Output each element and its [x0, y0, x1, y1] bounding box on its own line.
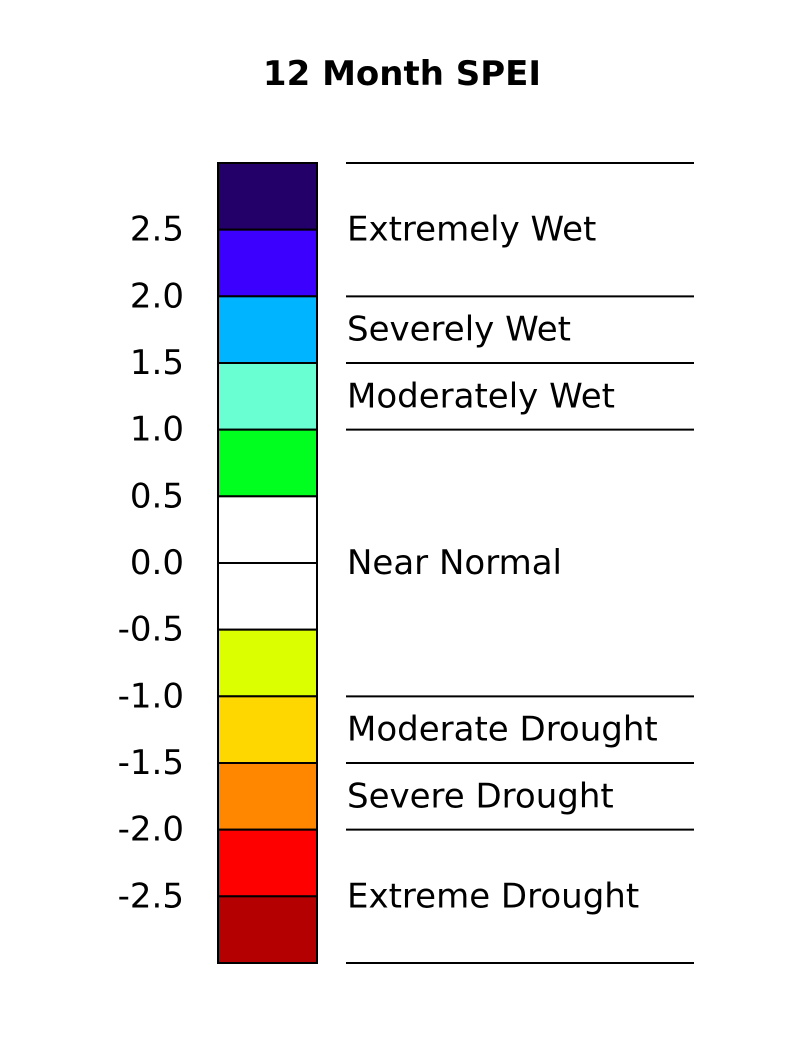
category-labels: Extremely Wet Severely Wet Moderately Wet N…	[347, 210, 658, 917]
color-bin-11	[217, 895, 318, 964]
tick-label: 0.5	[130, 476, 184, 516]
legend-title: 12 Month SPEI	[262, 54, 542, 94]
category-label: Severe Drought	[347, 776, 614, 816]
category-label: Severely Wet	[347, 310, 571, 350]
tick-label: -0.5	[118, 610, 184, 650]
category-label: Near Normal	[347, 543, 562, 583]
color-bin-0	[217, 162, 318, 231]
category-boundary-lines	[346, 162, 694, 964]
color-bin-2	[217, 295, 318, 365]
color-bin-6	[217, 562, 318, 631]
tick-label: 2.5	[130, 210, 184, 250]
tick-label: -1.0	[118, 676, 184, 716]
color-bin-10	[217, 828, 318, 898]
category-label: Extreme Drought	[347, 876, 639, 916]
color-bins	[217, 162, 318, 964]
tick-label: 1.5	[130, 343, 184, 383]
category-label: Moderately Wet	[347, 376, 615, 416]
color-bin-3	[217, 362, 318, 431]
tick-label: 2.0	[130, 276, 184, 316]
tick-label: 0.0	[130, 543, 184, 583]
tick-label: 1.0	[130, 410, 184, 450]
tick-label: -2.0	[118, 810, 184, 850]
category-label: Moderate Drought	[347, 710, 658, 750]
color-bin-5	[217, 495, 318, 565]
tick-label: -2.5	[118, 876, 184, 916]
color-bin-7	[217, 628, 318, 698]
category-label: Extremely Wet	[347, 210, 596, 250]
color-bin-1	[217, 228, 318, 298]
color-bin-4	[217, 428, 318, 498]
color-bin-9	[217, 762, 318, 831]
tick-labels: 2.5 2.0 1.5 1.0 0.5 0.0 -0.5 -1.0 -1.5 -2.0 -2.5	[118, 210, 184, 917]
tick-label: -1.5	[118, 743, 184, 783]
color-bin-8	[217, 695, 318, 764]
